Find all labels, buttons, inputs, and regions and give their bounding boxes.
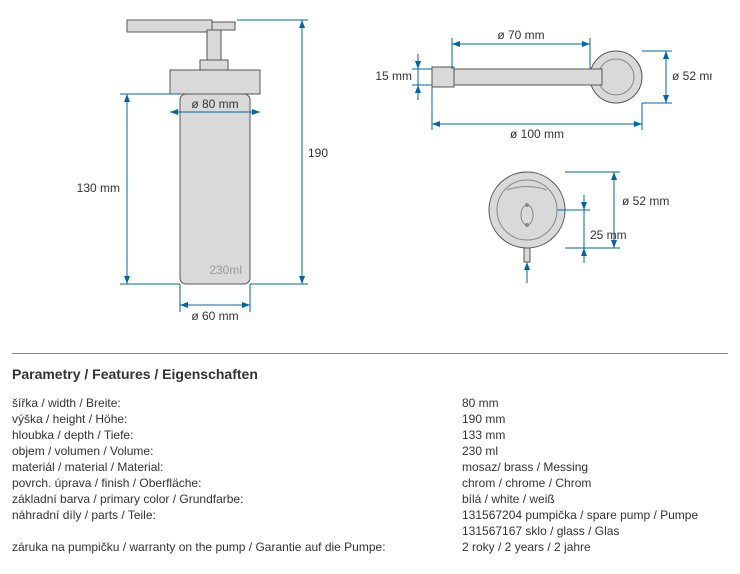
spec-row: hloubka / depth / Tiefe:133 mm: [12, 428, 728, 442]
spec-label: šířka / width / Breite:: [12, 396, 462, 410]
spec-label: hloubka / depth / Tiefe:: [12, 428, 462, 442]
right-views: ø 70 mm 15 mm ø 52 mm ø 100 mm: [372, 12, 728, 335]
dim-100: ø 100 mm: [510, 127, 564, 141]
spec-value: 131567167 sklo / glass / Glas: [462, 524, 728, 538]
spec-value: 133 mm: [462, 428, 728, 442]
spec-value: chrom / chrome / Chrom: [462, 476, 728, 490]
top-view: ø 70 mm 15 mm ø 52 mm ø 100 mm: [372, 12, 712, 142]
dim-52-top: ø 52 mm: [672, 69, 712, 83]
spec-label: objem / volumen / Volume:: [12, 444, 462, 458]
dim-130: 130 mm: [77, 181, 120, 195]
dim-190: 190 mm: [308, 146, 332, 160]
spec-row: základní barva / primary color / Grundfa…: [12, 492, 728, 506]
spec-label: výška / height / Höhe:: [12, 412, 462, 426]
dim-60: ø 60 mm: [191, 309, 238, 323]
spec-label: materiál / material / Material:: [12, 460, 462, 474]
spec-row: 131567167 sklo / glass / Glas: [12, 524, 728, 538]
spec-row: záruka na pumpičku / warranty on the pum…: [12, 540, 728, 554]
plan-view: ø 52 mm 25 mm: [372, 145, 712, 295]
spec-label: záruka na pumpičku / warranty on the pum…: [12, 540, 462, 554]
spec-row: materiál / material / Material:mosaz/ br…: [12, 460, 728, 474]
spec-row: šířka / width / Breite:80 mm: [12, 396, 728, 410]
spec-label: [12, 524, 462, 538]
technical-drawings: 230ml 130 mm 190 mm ø 80 mm: [12, 12, 728, 335]
dim-25: 25 mm: [590, 228, 627, 242]
spec-value: bílá / white / weiß: [462, 492, 728, 506]
dim-80: ø 80 mm: [191, 97, 238, 111]
spec-value: mosaz/ brass / Messing: [462, 460, 728, 474]
spec-value: 2 roky / 2 years / 2 jahre: [462, 540, 728, 554]
spec-row: výška / height / Höhe:190 mm: [12, 412, 728, 426]
spec-value: 131567204 pumpička / spare pump / Pumpe: [462, 508, 728, 522]
spec-row: povrch. úprava / finish / Oberfläche:chr…: [12, 476, 728, 490]
spec-table: šířka / width / Breite:80 mmvýška / heig…: [12, 396, 728, 554]
spec-value: 230 ml: [462, 444, 728, 458]
spec-label: náhradní díly / parts / Teile:: [12, 508, 462, 522]
spec-label: povrch. úprava / finish / Oberfläche:: [12, 476, 462, 490]
volume-label: 230ml: [209, 263, 242, 277]
dim-52-plan: ø 52 mm: [622, 194, 669, 208]
spec-value: 80 mm: [462, 396, 728, 410]
spec-label: základní barva / primary color / Grundfa…: [12, 492, 462, 506]
dim-15: 15 mm: [375, 69, 412, 83]
front-view: 230ml 130 mm 190 mm ø 80 mm: [12, 12, 332, 335]
spec-row: náhradní díly / parts / Teile:131567204 …: [12, 508, 728, 522]
section-title: Parametry / Features / Eigenschaften: [12, 366, 728, 382]
spec-value: 190 mm: [462, 412, 728, 426]
spec-row: objem / volumen / Volume:230 ml: [12, 444, 728, 458]
dim-70: ø 70 mm: [497, 28, 544, 42]
separator: [12, 353, 728, 354]
